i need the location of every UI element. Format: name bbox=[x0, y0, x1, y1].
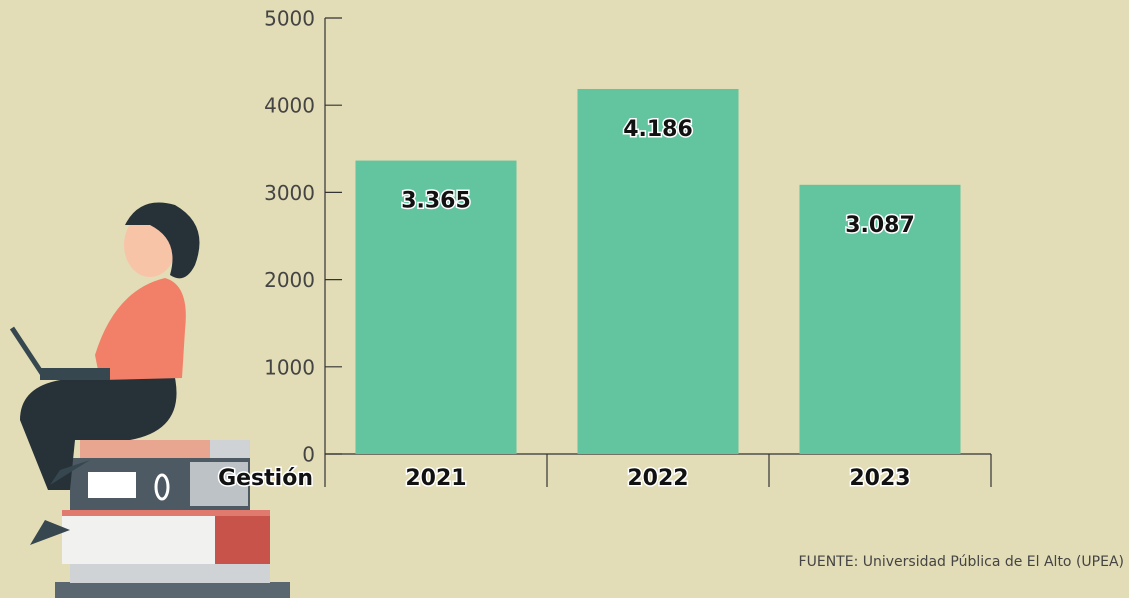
value-label: 3.365 bbox=[401, 189, 471, 214]
x-axis-label: Gestión bbox=[218, 466, 313, 491]
x-tick-label: 2022 bbox=[627, 466, 688, 491]
bar bbox=[355, 160, 517, 454]
y-tick-label: 4000 bbox=[264, 94, 315, 118]
value-label: 3.087 bbox=[845, 213, 915, 238]
y-tick-label: 5000 bbox=[264, 7, 315, 31]
source-note: FUENTE: Universidad Pública de El Alto (… bbox=[799, 554, 1124, 570]
value-label: 4.186 bbox=[623, 117, 693, 142]
y-tick-label: 3000 bbox=[264, 181, 315, 205]
y-tick-label: 0 bbox=[302, 443, 315, 467]
illustration bbox=[9, 202, 290, 598]
y-tick-label: 1000 bbox=[264, 355, 315, 379]
x-tick-label: 2023 bbox=[849, 466, 910, 491]
bar bbox=[577, 88, 739, 454]
x-tick-label: 2021 bbox=[405, 466, 466, 491]
bar bbox=[799, 184, 961, 454]
y-tick-label: 2000 bbox=[264, 268, 315, 292]
